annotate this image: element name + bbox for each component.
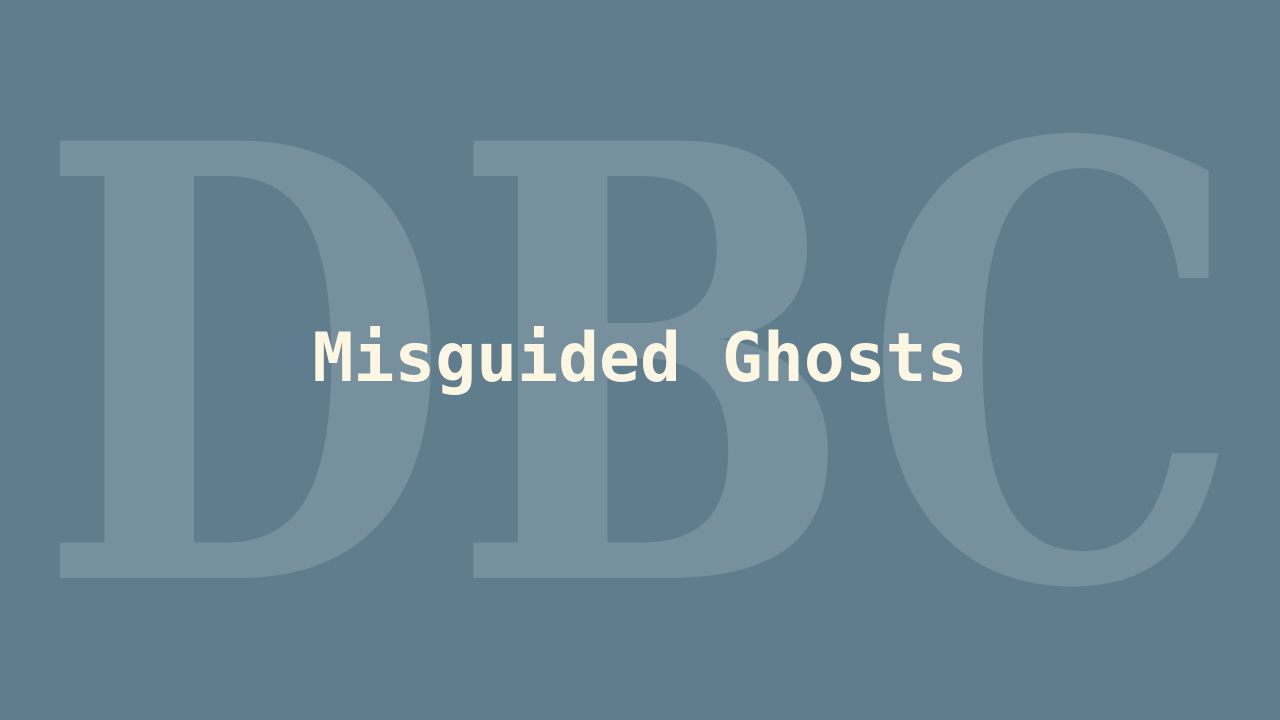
watermark-text: DBC: [38, 15, 1243, 720]
page-title: Misguided Ghosts: [312, 319, 968, 398]
